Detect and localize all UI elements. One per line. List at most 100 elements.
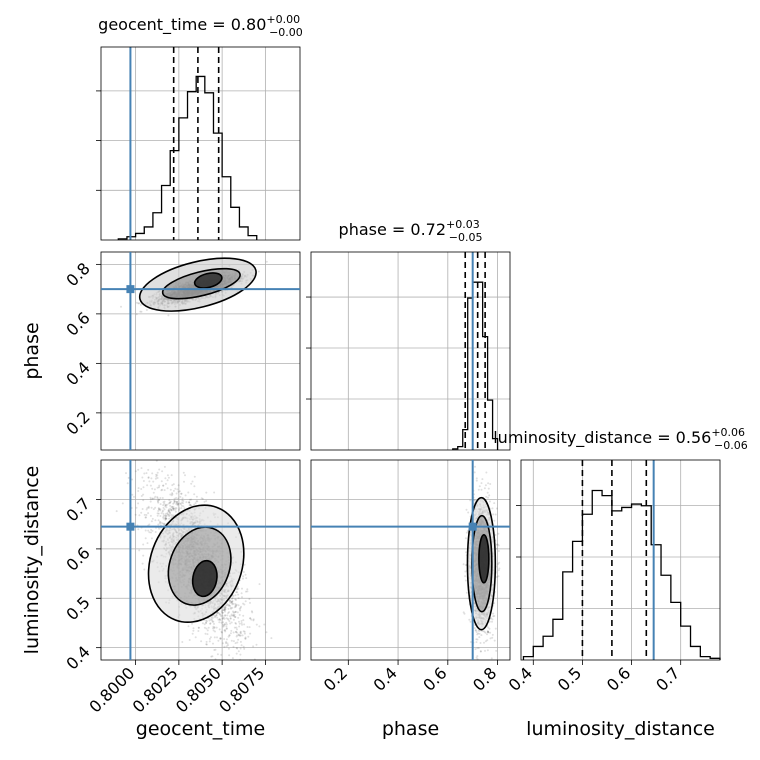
sample-point [140, 511, 143, 514]
sample-point [234, 594, 237, 597]
sample-point [131, 493, 134, 496]
sample-point [193, 485, 196, 488]
sample-point [209, 622, 212, 625]
sample-point [244, 600, 247, 603]
sample-point [177, 490, 180, 493]
sample-point [188, 501, 190, 504]
sample-point [172, 489, 175, 492]
sample-point [223, 638, 226, 640]
sample-point [240, 644, 243, 647]
sample-point [237, 616, 240, 619]
sample-point [138, 302, 141, 305]
sample-point [182, 502, 184, 505]
sample-point [161, 497, 164, 499]
sample-point [150, 477, 153, 480]
sample-point [158, 527, 161, 530]
sample-point [241, 596, 243, 599]
sample-point [149, 514, 152, 517]
sample-point [160, 489, 163, 492]
sample-point [135, 301, 138, 304]
sample-point [218, 628, 221, 631]
sample-point [257, 270, 260, 273]
sample-point [229, 617, 232, 620]
sample-point [156, 471, 159, 474]
sample-point [201, 497, 204, 500]
sample-point [172, 514, 174, 517]
sample-point [243, 623, 246, 626]
title-geocent_time: geocent_time = 0.80+0.00 −0.00 [98, 13, 303, 39]
sample-point [115, 510, 118, 513]
sample-point [162, 516, 165, 519]
sample-point [234, 615, 237, 618]
sample-point [225, 638, 228, 641]
sample-point [265, 260, 268, 263]
sample-point [223, 623, 226, 626]
sample-point [159, 515, 162, 517]
sample-point [252, 645, 255, 648]
sample-point [238, 634, 241, 637]
sample-point [220, 653, 223, 656]
title-luminosity_distance: luminosity_distance = 0.56+0.06 −0.06 [493, 426, 748, 452]
sample-point [180, 507, 183, 510]
sample-point [153, 488, 156, 491]
histogram-phase [452, 281, 499, 450]
sample-point [239, 606, 242, 609]
sample-point [247, 635, 250, 638]
sample-point [142, 543, 145, 546]
sample-point [137, 490, 140, 492]
sample-point [188, 639, 191, 641]
sample-point [197, 630, 200, 632]
histogram-geocent_time [117, 75, 258, 240]
sample-point [205, 491, 208, 494]
sample-point [185, 501, 188, 504]
sample-point [211, 655, 214, 658]
sample-point [163, 465, 166, 468]
sample-point [150, 520, 153, 523]
sample-point [157, 501, 160, 504]
sample-point [137, 528, 140, 531]
sample-point [137, 468, 140, 471]
sample-point [216, 653, 219, 656]
sample-point [242, 645, 245, 648]
sample-point [231, 603, 234, 606]
sample-point [263, 623, 266, 626]
sample-point [265, 631, 268, 634]
panel-frame-phase [310, 251, 511, 451]
sample-point [147, 529, 150, 532]
sample-point [232, 618, 235, 621]
sample-point [233, 626, 236, 629]
sample-point [151, 497, 154, 500]
sample-point [221, 611, 224, 614]
sample-point [170, 474, 173, 477]
sample-point [223, 645, 226, 648]
sample-point [134, 513, 137, 516]
sample-point [232, 610, 234, 613]
sample-point [144, 529, 147, 532]
sample-point [146, 484, 149, 487]
sample-point [194, 502, 197, 505]
sample-point [125, 472, 127, 475]
sample-point [209, 636, 212, 639]
sample-point [166, 513, 169, 516]
sample-point [142, 493, 145, 496]
sample-point [224, 614, 227, 617]
sample-point [214, 648, 217, 651]
sample-point [187, 625, 190, 628]
sample-point [154, 477, 157, 480]
sample-point [194, 636, 197, 639]
sample-point [174, 510, 177, 513]
sample-point [216, 636, 218, 639]
sample-point [255, 643, 258, 646]
sample-point [243, 632, 246, 635]
sample-point [239, 640, 242, 643]
sample-point [177, 484, 180, 487]
sample-point [148, 480, 151, 483]
sample-point [245, 590, 247, 593]
sample-point [238, 622, 241, 625]
sample-point [212, 642, 214, 645]
sample-point [143, 472, 146, 475]
sample-point [201, 622, 204, 625]
sample-point [162, 522, 165, 525]
sample-point [126, 482, 129, 485]
